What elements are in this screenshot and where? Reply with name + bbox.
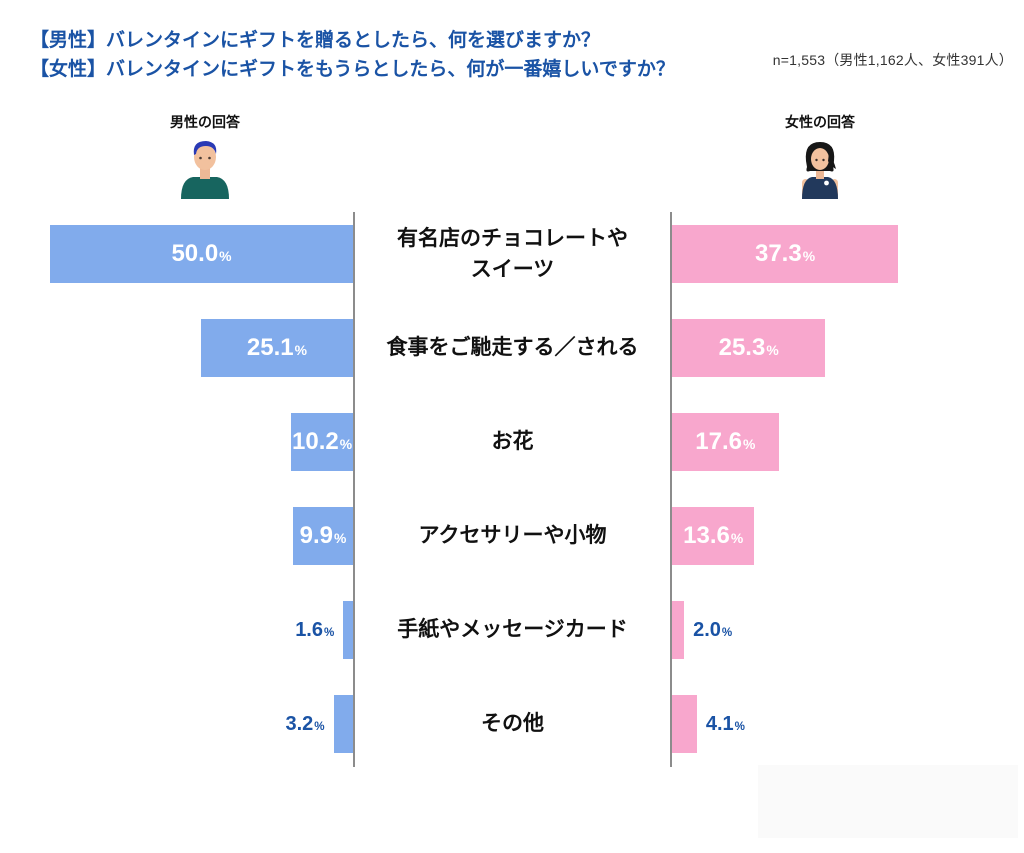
male-bar: 9.9% <box>293 507 353 565</box>
male-bar-cell: 9.9% <box>50 507 353 565</box>
male-bar <box>333 695 353 753</box>
category-label: 食事をご馳走する／される <box>386 336 639 360</box>
center-divider-left <box>353 212 355 767</box>
chart-rows: 50.0% 有名店のチョコレートや スイーツ 37.3% 25.1% 食事をご馳走する／… <box>50 225 975 789</box>
male-value: 10.2% <box>292 428 353 455</box>
female-bar-cell: 4.1% <box>672 695 975 753</box>
male-bar-cell: 1.6% <box>50 601 353 659</box>
female-bar: 17.6% <box>672 413 779 471</box>
male-value: 9.9% <box>299 522 347 549</box>
center-divider-right <box>670 212 672 767</box>
chart-row: 3.2% その他 4.1% <box>50 695 975 753</box>
female-value: 17.6% <box>695 428 756 455</box>
male-bar <box>343 601 353 659</box>
male-avatar-icon <box>181 141 229 199</box>
female-bar-cell: 25.3% <box>672 319 975 377</box>
female-value: 25.3% <box>718 334 779 361</box>
chart-row: 9.9% アクセサリーや小物 13.6% <box>50 507 975 565</box>
background-shade <box>758 765 1018 838</box>
sample-size-note: n=1,553（男性1,162人、女性391人） <box>772 52 1013 68</box>
category-label: アクセサリーや小物 <box>418 524 607 548</box>
female-bar: 25.3% <box>672 319 826 377</box>
male-bar-cell: 50.0% <box>50 225 353 283</box>
female-bar: 37.3% <box>672 225 899 283</box>
male-legend-label: 男性の回答 <box>170 114 240 130</box>
female-bar-cell: 37.3% <box>672 225 975 283</box>
legend-male: 男性の回答 <box>145 112 265 199</box>
female-legend-label: 女性の回答 <box>785 114 855 130</box>
female-value: 2.0% <box>693 618 733 641</box>
page-title: 【男性】バレンタインにギフトを贈るとしたら、何を選びますか？ 【女性】バレンタイ… <box>30 26 675 85</box>
male-value: 1.6% <box>295 618 335 641</box>
legend-female: 女性の回答 <box>760 112 880 199</box>
category-label: その他 <box>481 712 544 736</box>
female-value: 4.1% <box>705 712 745 735</box>
female-bar-cell: 2.0% <box>672 601 975 659</box>
male-bar-cell: 25.1% <box>50 319 353 377</box>
female-bar-cell: 13.6% <box>672 507 975 565</box>
category-label: お花 <box>491 430 534 454</box>
female-bar <box>672 695 697 753</box>
male-bar: 50.0% <box>50 225 353 283</box>
female-value: 13.6% <box>683 522 744 549</box>
title-line-female: 【女性】バレンタインにギフトをもうらとしたら、何が一番嬉しいですか？ <box>30 59 675 81</box>
male-bar-cell: 10.2% <box>50 413 353 471</box>
female-bar <box>672 601 685 659</box>
male-value: 50.0% <box>171 240 232 267</box>
category-label: 手紙やメッセージカード <box>397 618 628 642</box>
chart-row: 10.2% お花 17.6% <box>50 413 975 471</box>
male-value: 25.1% <box>246 334 307 361</box>
chart-row: 50.0% 有名店のチョコレートや スイーツ 37.3% <box>50 225 975 283</box>
female-bar-cell: 17.6% <box>672 413 975 471</box>
female-avatar-icon <box>802 142 838 199</box>
category-label: 有名店のチョコレートや スイーツ <box>397 226 628 282</box>
male-value: 3.2% <box>285 712 325 735</box>
male-bar: 10.2% <box>291 413 353 471</box>
chart-row: 25.1% 食事をご馳走する／される 25.3% <box>50 319 975 377</box>
female-value: 37.3% <box>754 240 816 267</box>
chart-row: 1.6% 手紙やメッセージカード 2.0% <box>50 601 975 659</box>
title-line-male: 【男性】バレンタインにギフトを贈るとしたら、何を選びますか？ <box>30 30 601 51</box>
female-bar: 13.6% <box>672 507 755 565</box>
male-bar: 25.1% <box>200 319 353 377</box>
male-bar-cell: 3.2% <box>50 695 353 753</box>
